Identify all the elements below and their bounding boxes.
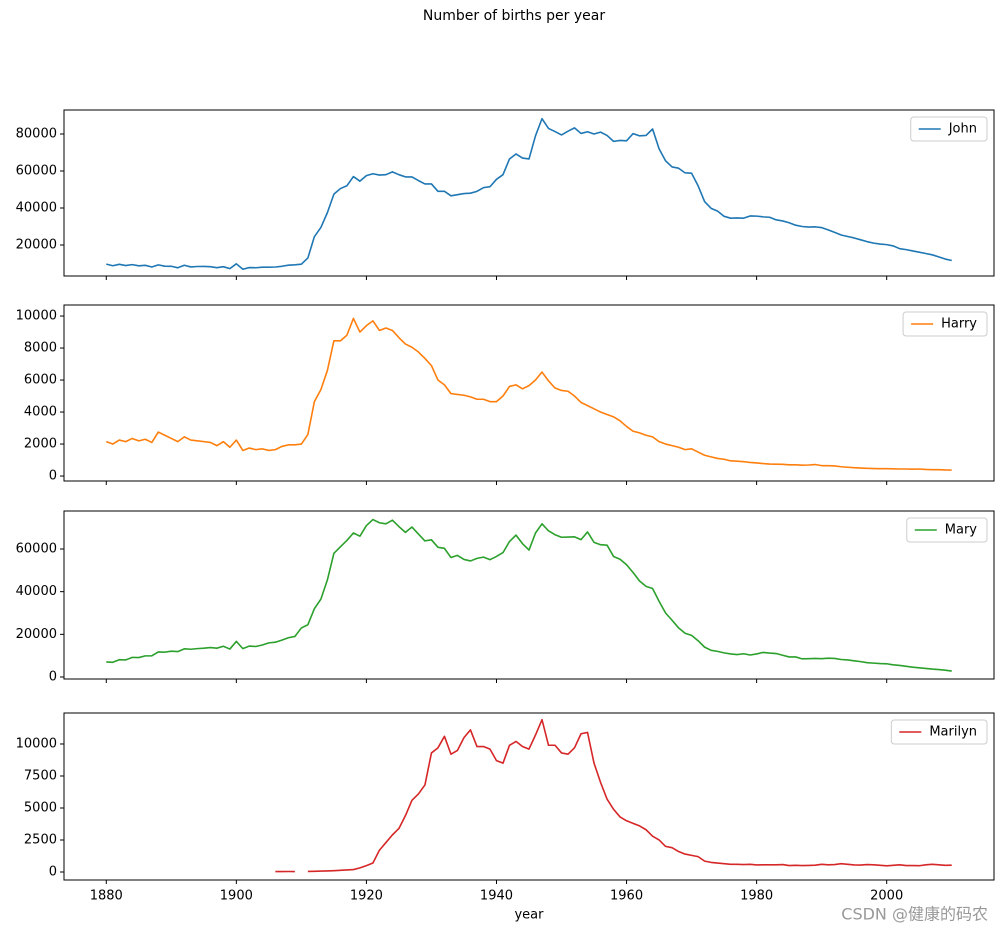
y-tick-label: 20000 <box>16 237 57 252</box>
x-tick-label: 1940 <box>480 889 513 904</box>
y-tick-label: 60000 <box>16 163 57 178</box>
y-tick-label: 0 <box>49 469 57 484</box>
x-tick-label: 1960 <box>610 889 643 904</box>
legend: Marilyn <box>890 719 988 745</box>
x-tick-label: 1900 <box>220 889 253 904</box>
x-tick-label: 1880 <box>90 889 123 904</box>
series-line <box>275 718 952 873</box>
y-tick-label: 2500 <box>24 832 57 847</box>
legend-box <box>902 311 988 337</box>
y-tick-label: 8000 <box>24 341 57 356</box>
x-tick-label: 1980 <box>740 889 773 904</box>
legend: John <box>910 116 988 142</box>
legend-label: Harry <box>941 317 977 332</box>
y-tick-label: 60000 <box>16 541 57 556</box>
y-tick-label: 2000 <box>24 437 57 452</box>
series-line <box>106 117 952 271</box>
y-tick-label: 40000 <box>16 584 57 599</box>
y-tick-label: 10000 <box>16 309 57 324</box>
y-tick-label: 0 <box>49 669 57 684</box>
legend: Harry <box>902 311 988 337</box>
x-tick-label: 2000 <box>870 889 903 904</box>
legend: Mary <box>906 517 988 543</box>
legend-label: Mary <box>945 523 978 538</box>
x-axis-label: year <box>514 908 544 923</box>
legend-label: Marilyn <box>929 725 977 740</box>
series-line <box>106 518 952 672</box>
axes-frame <box>63 304 995 482</box>
y-tick-label: 6000 <box>24 373 57 388</box>
legend-box <box>910 116 988 142</box>
y-tick-label: 20000 <box>16 627 57 642</box>
axes-frame <box>63 109 995 277</box>
axes-frame <box>63 712 995 881</box>
x-tick-label: 1920 <box>350 889 383 904</box>
y-tick-label: 4000 <box>24 405 57 420</box>
watermark: CSDN @健康的码农 <box>841 905 988 924</box>
figure-title: Number of births per year <box>423 8 605 24</box>
legend-box <box>906 517 988 543</box>
y-tick-label: 5000 <box>24 800 57 815</box>
y-tick-label: 7500 <box>24 768 57 783</box>
legend-label: John <box>948 122 977 137</box>
axes-frame <box>63 510 995 680</box>
series-line <box>105 317 952 471</box>
y-tick-label: 80000 <box>16 126 57 141</box>
y-tick-label: 40000 <box>16 200 57 215</box>
y-tick-label: 0 <box>49 864 57 879</box>
y-tick-label: 10000 <box>16 736 57 751</box>
legend-box <box>890 719 988 745</box>
